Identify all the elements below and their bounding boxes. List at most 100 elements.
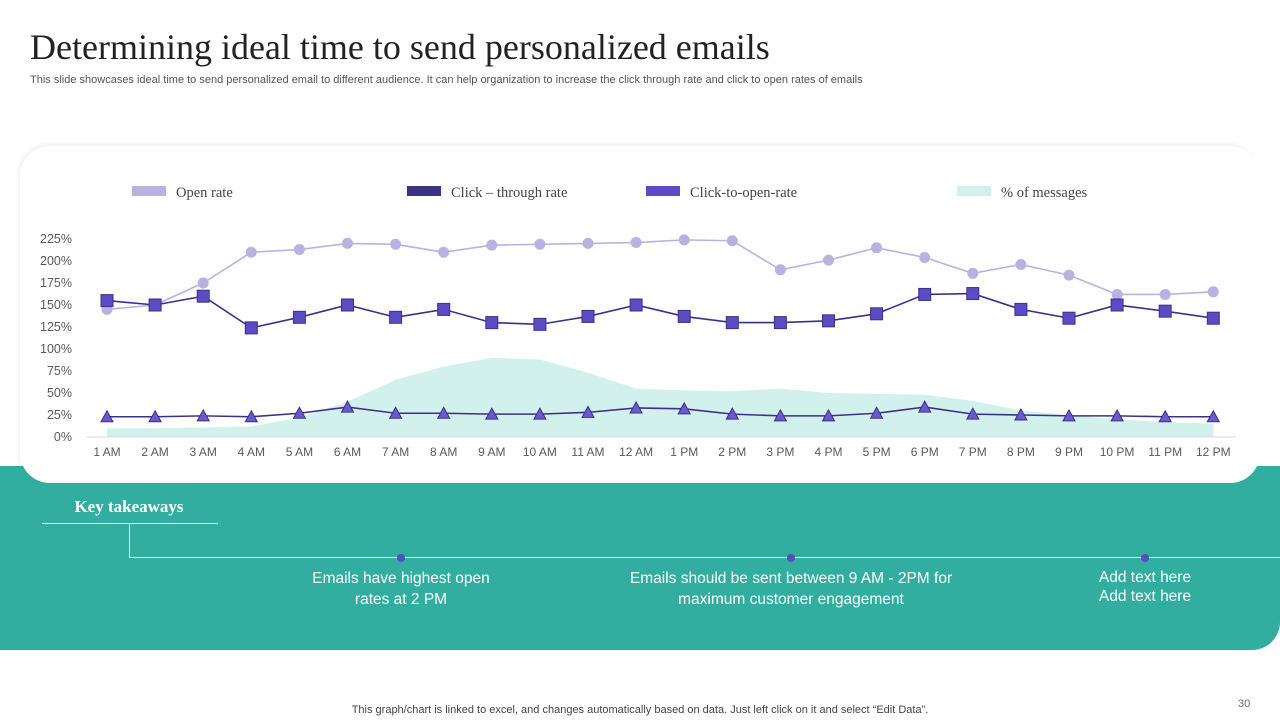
- x-tick-label: 9 PM: [1055, 445, 1083, 459]
- click-through-point: [1062, 408, 1076, 422]
- open-rate-point: [534, 238, 546, 250]
- click-through-point: [629, 400, 643, 414]
- takeaway-line: Add text here: [1098, 569, 1192, 586]
- x-tick-label: 1 AM: [93, 445, 120, 459]
- click-to-open-point: [870, 307, 884, 321]
- y-tick-label: 150%: [40, 298, 72, 312]
- open-rate-point: [245, 246, 257, 258]
- click-through-point: [436, 406, 451, 419]
- timeline-dot: [787, 554, 795, 562]
- open-rate-point: [582, 237, 594, 249]
- y-tick-label: 75%: [47, 364, 72, 378]
- click-to-open-point: [533, 317, 547, 331]
- y-tick-label: 175%: [40, 276, 72, 290]
- x-tick-label: 8 PM: [1007, 445, 1035, 459]
- takeaway-line: Emails have highest open: [312, 570, 490, 587]
- x-tick-label: 11 AM: [571, 445, 604, 459]
- click-through-point: [484, 407, 499, 420]
- x-tick-label: 5 PM: [863, 445, 891, 459]
- open-rate-point: [1015, 259, 1027, 271]
- open-rate-point: [390, 238, 402, 250]
- click-through-point: [965, 407, 980, 420]
- click-to-open-point: [677, 309, 691, 323]
- legend-swatch: [957, 186, 991, 196]
- click-to-open-point: [1206, 311, 1220, 325]
- legend-label: % of messages: [1001, 185, 1088, 201]
- click-through-point: [773, 408, 788, 422]
- click-through-point: [388, 406, 403, 419]
- legend-swatch: [132, 186, 166, 196]
- timeline-dot: [397, 554, 405, 562]
- x-tick-label: 3 AM: [190, 445, 217, 459]
- x-tick-label: 1 PM: [670, 445, 698, 459]
- x-tick-label: 4 AM: [238, 445, 265, 459]
- x-tick-label: 8 AM: [430, 445, 457, 459]
- open-rate-point: [486, 239, 498, 251]
- takeaway-item: Emails should be sent between 9 AM - 2PM…: [601, 568, 981, 610]
- click-to-open-point: [148, 298, 162, 312]
- x-tick-label: 7 PM: [959, 445, 987, 459]
- click-to-open-point: [1014, 302, 1028, 316]
- click-through-point: [1110, 408, 1124, 422]
- open-rate-point: [678, 234, 690, 246]
- open-rate-point: [1159, 288, 1171, 300]
- legend-swatch: [646, 186, 680, 196]
- x-tick-label: 12 AM: [619, 445, 653, 459]
- click-through-point: [340, 400, 355, 413]
- takeaway-item: Add text here Add text here: [1075, 568, 1215, 606]
- click-to-open-point: [196, 289, 210, 303]
- takeaways-connector: [129, 524, 130, 558]
- legend-label: Open rate: [176, 185, 233, 201]
- x-tick-label: 5 AM: [286, 445, 313, 459]
- line-chart[interactable]: 0% 25% 50% 75% 100% 125% 150% 175% 200% 225% 1 AM 2…: [20, 146, 1260, 483]
- takeaway-line: maximum customer engagement: [678, 591, 904, 608]
- takeaway-line: rates at 2 PM: [354, 591, 448, 608]
- open-rate-point: [197, 277, 209, 289]
- click-through-point: [821, 408, 836, 422]
- y-tick-label: 100%: [40, 342, 72, 356]
- open-rate-point: [438, 246, 450, 258]
- x-tick-label: 10 AM: [523, 445, 557, 459]
- click-to-open-point: [581, 309, 595, 323]
- click-to-open-point: [773, 316, 787, 330]
- legend-label: Click – through rate: [451, 185, 567, 201]
- open-rate-point: [871, 242, 883, 254]
- slide-subtitle: This slide showcases ideal time to send …: [30, 74, 863, 86]
- legend-label: Click-to-open-rate: [690, 185, 797, 201]
- click-through-point: [725, 407, 740, 420]
- click-through-point: [100, 409, 114, 423]
- open-rate-point: [293, 244, 305, 256]
- x-tick-label: 7 AM: [382, 445, 409, 459]
- x-tick-label: 4 PM: [814, 445, 842, 459]
- y-tick-label: 200%: [40, 254, 72, 268]
- click-through-point: [869, 406, 884, 419]
- click-through-point: [196, 408, 211, 422]
- click-through-point: [1206, 409, 1221, 423]
- click-through-point: [533, 407, 547, 420]
- open-rate-point: [726, 235, 738, 247]
- click-to-open-point: [1062, 311, 1076, 325]
- open-rate-point: [967, 267, 979, 279]
- y-tick-label: 225%: [40, 232, 72, 246]
- click-through-point: [244, 409, 259, 423]
- x-tick-label: 3 PM: [766, 445, 794, 459]
- x-tick-label: 9 AM: [478, 445, 505, 459]
- y-tick-label: 0%: [54, 430, 72, 444]
- takeaway-line: Emails should be sent between 9 AM - 2PM…: [629, 570, 953, 587]
- click-to-open-point: [725, 316, 739, 330]
- legend-swatch: [407, 186, 441, 196]
- timeline-dot: [1141, 554, 1149, 562]
- page-number: 30: [1238, 698, 1251, 710]
- click-through-point: [148, 409, 162, 423]
- x-tick-label: 12 PM: [1196, 445, 1231, 459]
- click-to-open-point: [100, 294, 114, 308]
- x-tick-label: 2 PM: [718, 445, 746, 459]
- x-tick-label: 11 PM: [1148, 445, 1182, 459]
- click-through-point: [677, 401, 692, 415]
- click-to-open-point: [822, 314, 835, 328]
- open-rate-point: [630, 237, 642, 249]
- click-to-open-point: [341, 298, 354, 312]
- takeaway-line: Add text here: [1098, 588, 1192, 605]
- x-tick-label: 6 PM: [911, 445, 939, 459]
- chart-card[interactable]: 0% 25% 50% 75% 100% 125% 150% 175% 200% 225% 1 AM 2…: [20, 146, 1260, 483]
